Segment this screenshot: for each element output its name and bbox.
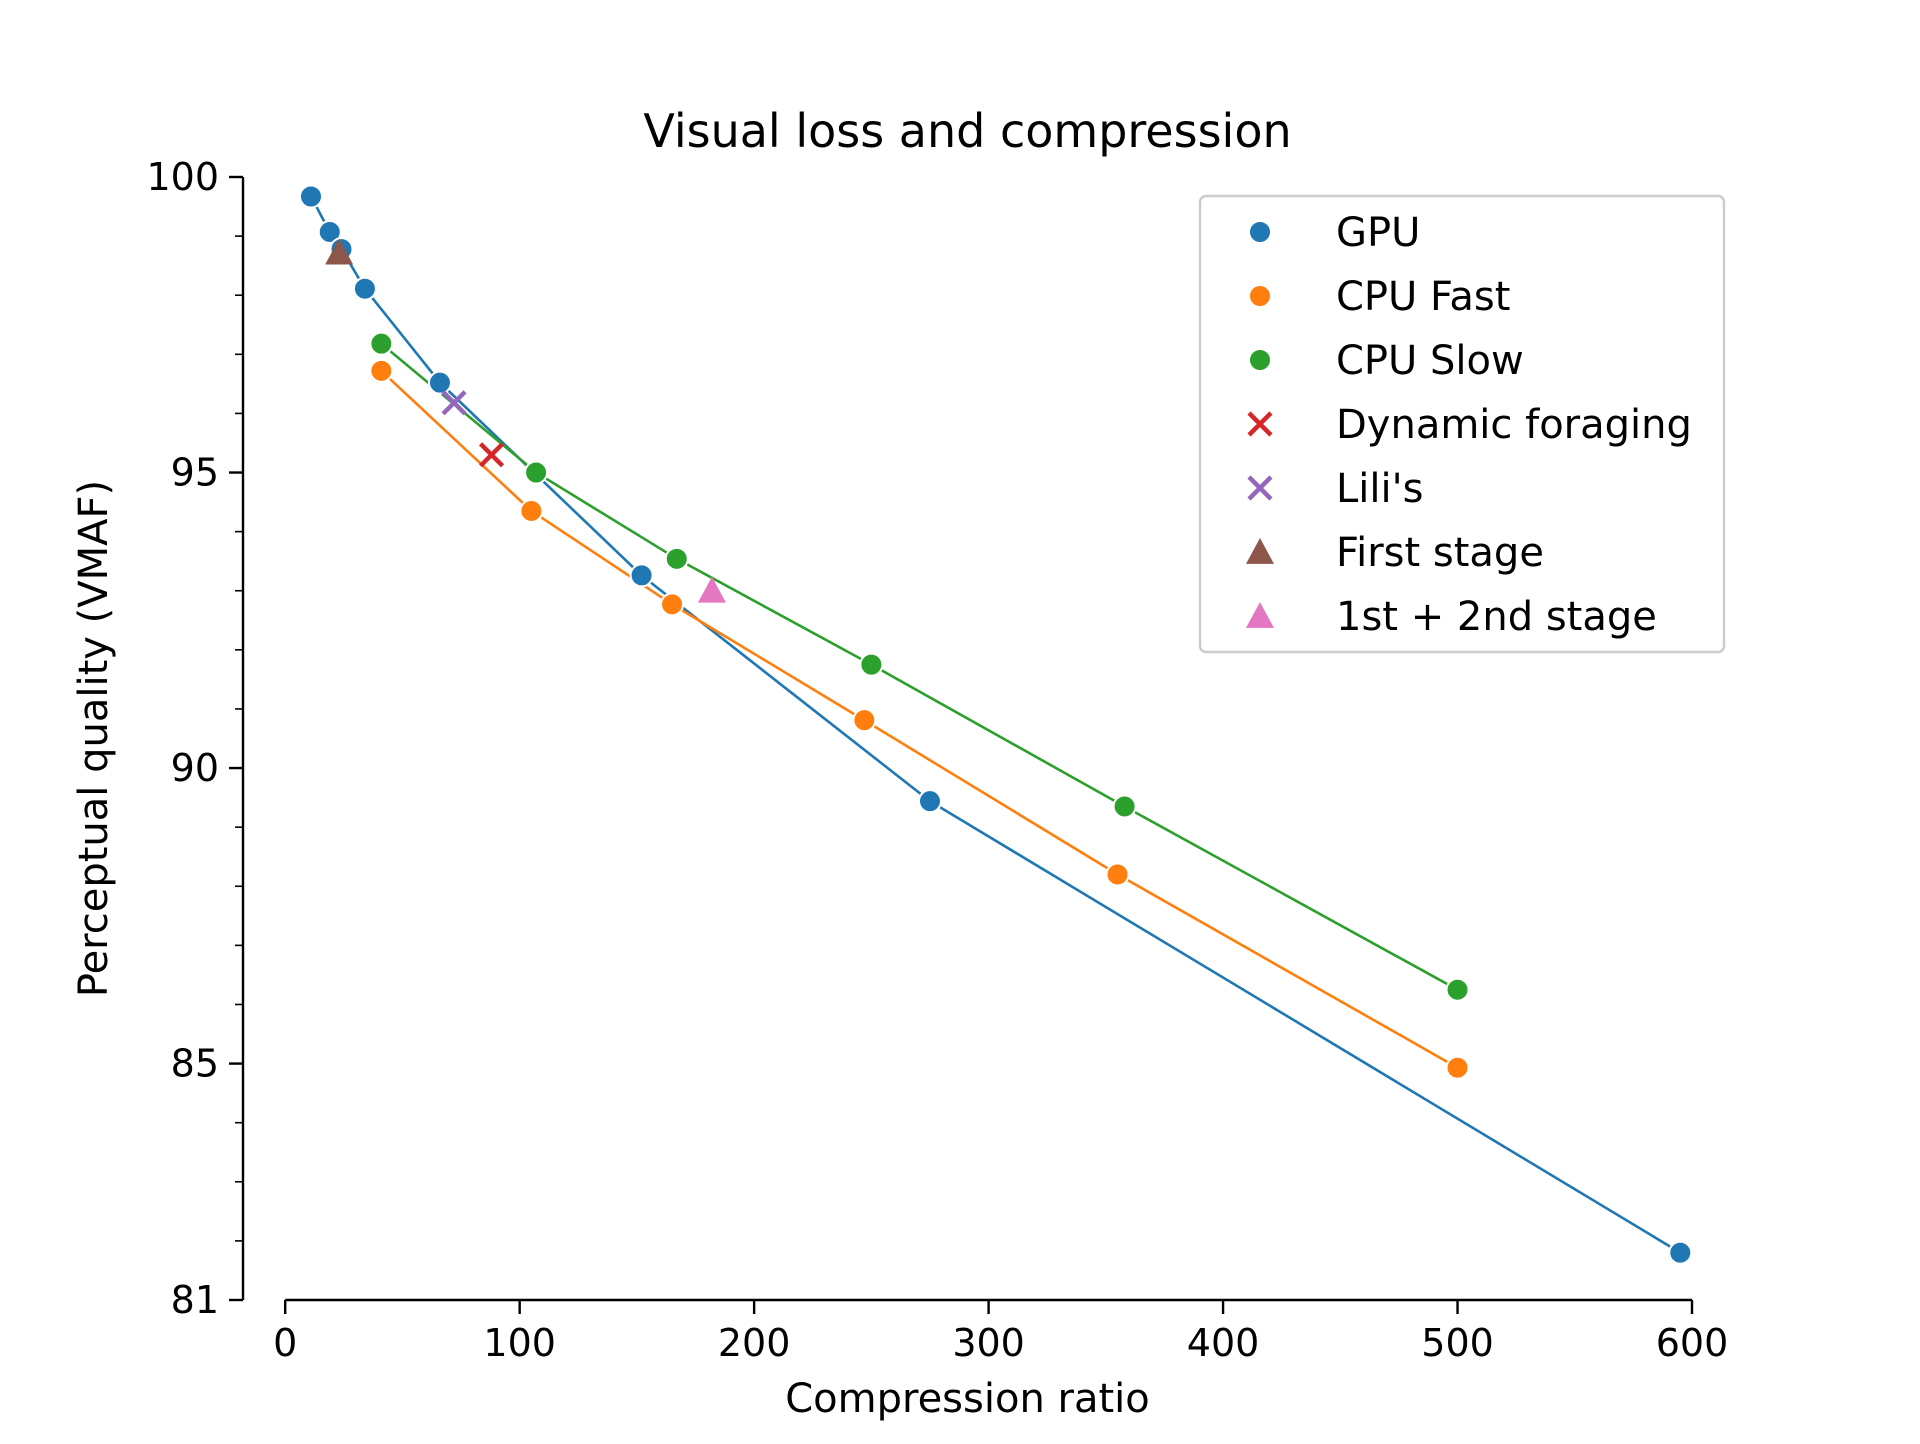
x-axis-title: Compression ratio — [785, 1376, 1150, 1422]
x-tick-label: 600 — [1656, 1321, 1729, 1365]
x-tick-label: 0 — [273, 1321, 297, 1365]
legend-label: Dynamic foraging — [1336, 402, 1692, 448]
x-tick-label: 500 — [1421, 1321, 1494, 1365]
cpu-slow-point — [1112, 794, 1137, 819]
first-stage-point — [325, 238, 354, 265]
y-tick-label: 90 — [171, 746, 219, 790]
y-tick-label: 85 — [171, 1042, 219, 1086]
x-tick-label: 300 — [952, 1321, 1025, 1365]
gpu-point — [917, 789, 942, 814]
cpu-slow-point — [524, 460, 549, 485]
cpu-fast-point — [852, 708, 877, 733]
1st-2nd-stage-point — [697, 576, 726, 603]
legend-label: CPU Slow — [1336, 338, 1524, 384]
legend-item-lili-s: Lili's — [1247, 466, 1423, 512]
legend-item-dynamic-foraging: Dynamic foraging — [1247, 402, 1692, 448]
cpu-fast-line — [380, 369, 1459, 1069]
legend-box — [1198, 194, 1726, 654]
cpu-slow-series — [369, 331, 1470, 1002]
legend-marker-1st-2nd-stage — [1246, 602, 1274, 628]
legend-item-gpu: GPU — [1248, 210, 1420, 256]
legend-items: GPU CPU Fast CPU Slow Dynamic foraging Lili'… — [1246, 210, 1692, 640]
cpu-slow-point — [664, 546, 689, 571]
legend: GPU CPU Fast CPU Slow Dynamic foraging Lili'… — [1198, 194, 1726, 654]
legend-label: CPU Fast — [1336, 274, 1510, 320]
dynamic-foraging-point — [478, 442, 505, 468]
legend-label: 1st + 2nd stage — [1336, 594, 1657, 640]
y-tick-label: 95 — [171, 451, 219, 495]
legend-marker-first-stage — [1246, 538, 1274, 564]
gpu-point — [352, 276, 377, 301]
x-tick-label: 200 — [718, 1321, 791, 1365]
y-axis-title: Perceptual quality (VMAF) — [71, 480, 117, 997]
legend-marker-dynamic-foraging — [1247, 411, 1273, 437]
legend-item-cpu-fast: CPU Fast — [1248, 274, 1510, 320]
cpu-fast-point — [1105, 862, 1130, 887]
x-tick-label: 100 — [483, 1321, 556, 1365]
y-tick-label: 81 — [171, 1278, 219, 1322]
dynamic-foraging-series — [478, 442, 505, 468]
cpu-slow-point — [1445, 977, 1470, 1002]
legend-label: GPU — [1336, 210, 1420, 256]
legend-item-first-stage: First stage — [1246, 530, 1544, 576]
axes: 81 85 90 95 100 0 100 200 300 400 500 600 — [146, 155, 1728, 1365]
y-tick-label: 100 — [146, 155, 219, 199]
y-ticks: 81 85 90 95 100 — [146, 155, 243, 1322]
gpu-point — [427, 370, 452, 395]
cpu-fast-point — [369, 358, 394, 383]
legend-label: Lili's — [1336, 466, 1423, 512]
gpu-point — [317, 219, 342, 244]
cpu-slow-point — [859, 652, 884, 677]
lili-s-point — [441, 390, 467, 416]
gpu-point — [629, 563, 654, 588]
legend-marker-lili-s — [1247, 475, 1273, 501]
cpu-slow-point — [369, 331, 394, 356]
legend-marker-cpu-fast — [1248, 284, 1272, 308]
cpu-fast-point — [660, 592, 685, 617]
lili-s-series — [441, 390, 467, 416]
x-ticks: 0 100 200 300 400 500 600 — [273, 1300, 1728, 1365]
legend-item-cpu-slow: CPU Slow — [1248, 338, 1524, 384]
cpu-fast-point — [1445, 1055, 1470, 1080]
legend-label: First stage — [1336, 530, 1544, 576]
cpu-fast-point — [519, 498, 544, 523]
x-tick-label: 400 — [1187, 1321, 1260, 1365]
legend-marker-gpu — [1248, 220, 1272, 244]
gpu-point — [1668, 1240, 1693, 1265]
cpu-fast-series — [369, 358, 1470, 1080]
legend-marker-cpu-slow — [1248, 348, 1272, 372]
1st-2nd-stage-series — [697, 576, 726, 603]
plot-area — [298, 184, 1693, 1265]
cpu-slow-line — [380, 342, 1459, 991]
legend-item-1st-2nd-stage: 1st + 2nd stage — [1246, 594, 1657, 640]
first-stage-series — [325, 238, 354, 265]
chart-title: Visual loss and compression — [643, 104, 1291, 158]
gpu-point — [298, 184, 323, 209]
